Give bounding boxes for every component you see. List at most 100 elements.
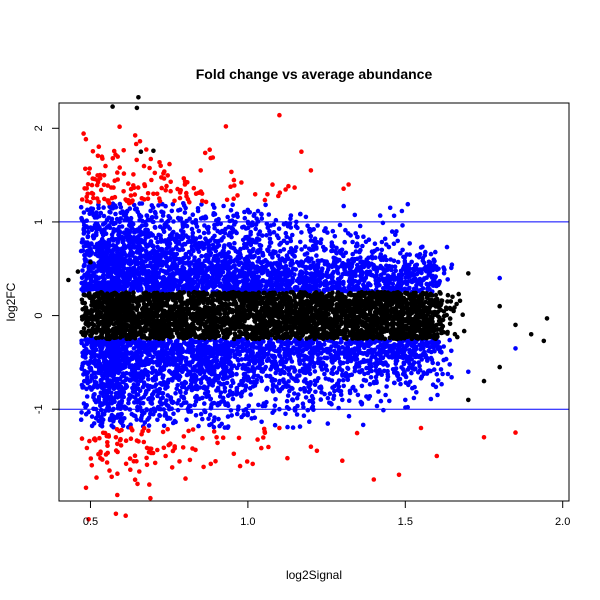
data-point: [393, 361, 399, 367]
data-point: [79, 217, 85, 222]
data-point: [123, 271, 128, 276]
data-point: [271, 222, 277, 227]
data-point: [211, 285, 216, 290]
data-point: [324, 367, 330, 373]
data-point: [126, 233, 131, 238]
data-point: [234, 411, 240, 417]
data-point: [441, 270, 447, 276]
data-point: [130, 271, 135, 277]
data-point: [400, 223, 405, 228]
data-point: [378, 272, 384, 278]
data-point: [165, 224, 171, 229]
data-point: [216, 257, 221, 263]
data-point: [106, 367, 112, 373]
data-point: [301, 341, 306, 347]
data-point: [221, 382, 226, 387]
data-point: [234, 385, 240, 391]
data-point: [337, 280, 343, 286]
data-point: [99, 344, 104, 349]
data-point: [137, 286, 143, 292]
data-point: [203, 386, 208, 392]
data-point: [173, 391, 178, 396]
data-point: [94, 226, 99, 232]
data-point: [322, 355, 327, 361]
data-point: [226, 243, 232, 248]
data-point: [345, 231, 351, 236]
data-point: [391, 258, 397, 264]
data-point: [337, 222, 343, 228]
data-point: [352, 340, 357, 345]
data-point: [289, 375, 294, 380]
data-point: [85, 234, 91, 240]
data-point: [192, 402, 197, 408]
data-point: [186, 255, 191, 261]
data-point: [284, 253, 290, 258]
data-point: [413, 263, 418, 269]
data-point: [360, 243, 365, 249]
data-point: [273, 370, 279, 376]
data-point: [214, 239, 220, 244]
data-point: [107, 280, 113, 285]
data-point: [86, 409, 91, 415]
data-point: [413, 344, 419, 350]
data-point: [260, 233, 265, 238]
data-point: [316, 261, 321, 267]
data-point: [119, 249, 125, 255]
data-point: [146, 423, 152, 428]
data-point: [403, 275, 409, 280]
data-point: [267, 277, 273, 283]
data-point: [216, 416, 221, 422]
data-point: [117, 201, 123, 207]
data-point: [132, 377, 137, 382]
data-point: [278, 339, 284, 345]
data-point: [230, 396, 236, 402]
data-point: [301, 385, 307, 391]
data-point: [341, 383, 347, 389]
data-point: [372, 274, 378, 280]
data-point: [342, 267, 347, 273]
data-point: [330, 228, 336, 234]
data-point: [111, 255, 117, 261]
data-point: [139, 340, 145, 345]
data-point: [449, 262, 455, 268]
data-point: [247, 210, 253, 215]
data-point: [87, 252, 92, 258]
data-point: [331, 396, 336, 402]
data-point: [390, 349, 396, 354]
data-point: [216, 270, 221, 275]
data-point: [182, 363, 187, 369]
data-point: [259, 378, 265, 384]
data-point: [287, 249, 292, 255]
data-point: [306, 365, 312, 370]
data-point: [428, 251, 434, 257]
data-point: [264, 259, 270, 265]
data-point: [329, 244, 335, 249]
data-point: [435, 361, 441, 367]
data-point: [231, 343, 236, 349]
data-point: [368, 358, 373, 363]
data-point: [342, 351, 347, 357]
data-point: [83, 404, 88, 410]
data-point: [209, 261, 214, 267]
data-point: [148, 411, 153, 417]
data-point: [199, 253, 204, 259]
data-point: [410, 362, 416, 368]
data-point: [352, 368, 358, 374]
data-point: [164, 242, 170, 247]
data-point: [318, 282, 323, 287]
data-point: [164, 259, 170, 264]
data-point: [283, 257, 289, 262]
data-point: [169, 208, 175, 214]
data-point: [120, 386, 125, 392]
data-point: [98, 422, 103, 428]
data-point: [433, 249, 438, 255]
data-point: [190, 212, 196, 217]
data-point: [210, 235, 215, 241]
data-point: [206, 245, 211, 250]
data-point: [151, 342, 157, 347]
data-point: [230, 392, 235, 397]
data-point: [294, 395, 300, 401]
data-point: [212, 205, 217, 210]
data-point: [252, 253, 257, 259]
data-point: [89, 414, 95, 419]
